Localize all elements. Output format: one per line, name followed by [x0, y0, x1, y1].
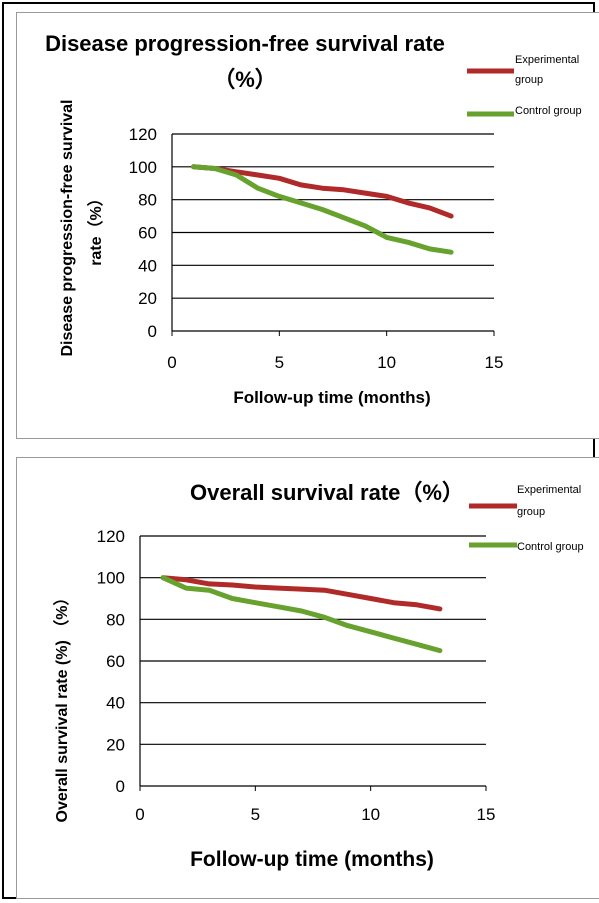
y-tick-label: 80: [138, 191, 157, 210]
y-axis-label: Overall survival rate (%) （%）: [53, 590, 71, 823]
y-tick-label: 60: [106, 652, 125, 671]
chart-title: Disease progression-free survival rate: [45, 31, 445, 56]
y-axis-label: rate（%）: [87, 190, 105, 266]
chart-overall-survival: Overall survival rate（%） 0 20 40 60 80 100 120 0…: [53, 480, 584, 871]
y-tick-label: 20: [106, 735, 125, 754]
x-tick-label: 0: [167, 353, 176, 372]
y-axis-label: Disease progression-free survival: [59, 99, 76, 356]
series-line-experimental: [160, 575, 443, 612]
y-tick-label: 40: [106, 694, 125, 713]
y-tick-label: 120: [97, 527, 125, 546]
chart-panel-overall-survival: Overall survival rate（%） 0 20 40 60 80 100 120 0…: [16, 457, 599, 899]
legend-label: Control group: [517, 541, 584, 553]
x-tick-label: 0: [135, 805, 144, 824]
y-tick-label: 100: [97, 569, 125, 588]
chart-title-line2: （%）: [213, 67, 277, 92]
y-tick-label: 120: [129, 125, 157, 144]
chart-title: Overall survival rate（%）: [190, 480, 464, 505]
x-axis-label: Follow-up time (months): [190, 848, 434, 871]
x-tick-label: 5: [275, 353, 284, 372]
x-axis-label: Follow-up time (months): [233, 388, 430, 407]
legend-label: Control group: [515, 105, 582, 117]
legend-label: group: [515, 74, 543, 86]
y-tick-label: 100: [129, 158, 157, 177]
x-tick-label: 10: [361, 805, 380, 824]
y-tick-label: 80: [106, 610, 125, 629]
legend-label: group: [517, 506, 545, 518]
x-tick-label: 10: [377, 353, 396, 372]
y-tick-label: 60: [138, 224, 157, 243]
x-tick-label: 5: [251, 805, 260, 824]
y-tick-label: 20: [138, 289, 157, 308]
x-tick-label: 15: [477, 805, 496, 824]
x-tick-label: 15: [485, 353, 504, 372]
chart-progression-free-survival: Disease progression-free survival rate（%…: [45, 31, 582, 407]
y-tick-label: 0: [116, 777, 125, 796]
chart-panel-progression-free: Disease progression-free survival rate （%…: [16, 12, 599, 439]
y-tick-label: 40: [138, 256, 157, 275]
y-tick-label: 0: [148, 322, 157, 341]
legend-label: Experimental: [517, 484, 581, 496]
legend-label: Experimental: [515, 54, 579, 66]
